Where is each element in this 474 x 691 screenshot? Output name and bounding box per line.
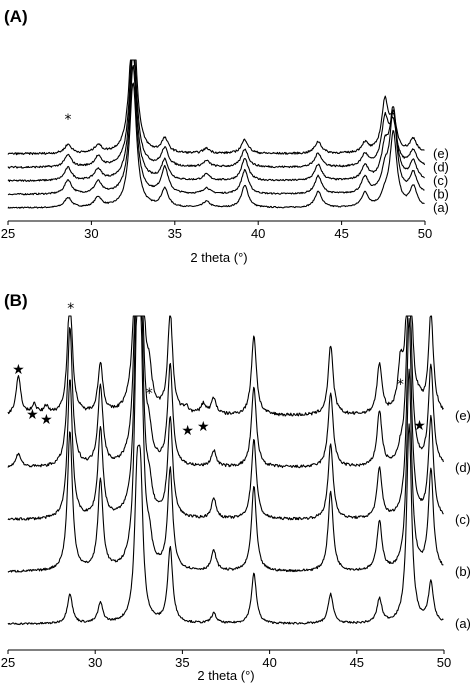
star-marker: ★ bbox=[12, 362, 25, 378]
trace-e bbox=[7, 59, 425, 156]
trace-d bbox=[7, 315, 444, 469]
trace-label: (d) bbox=[455, 460, 471, 475]
panel-b-ticks: 25 30 35 40 45 50 bbox=[1, 650, 451, 670]
x-tick-label: 50 bbox=[418, 226, 432, 241]
asterisk-marker: * bbox=[65, 112, 72, 128]
trace-b bbox=[7, 64, 425, 196]
x-tick-label: 25 bbox=[1, 655, 15, 670]
x-tick-label: 30 bbox=[88, 655, 102, 670]
trace-a bbox=[7, 423, 444, 626]
x-tick-label: 35 bbox=[175, 655, 189, 670]
star-marker: ★ bbox=[197, 419, 210, 435]
panel-a-label: (A) bbox=[4, 7, 28, 26]
asterisk-marker: * bbox=[67, 301, 74, 317]
x-tick-label: 40 bbox=[251, 226, 265, 241]
star-marker: ★ bbox=[181, 423, 194, 439]
x-tick-label: 45 bbox=[350, 655, 364, 670]
trace-label: (e) bbox=[455, 408, 471, 423]
x-tick-label: 35 bbox=[168, 226, 182, 241]
trace-label: (e) bbox=[433, 146, 449, 161]
x-tick-label: 50 bbox=[437, 655, 451, 670]
trace-d bbox=[7, 59, 426, 169]
star-marker: ★ bbox=[413, 418, 426, 434]
star-marker: ★ bbox=[26, 407, 39, 423]
panel-b: (B) (a)(b)(c)(d)(e)★★ ★**★ ★*★ 25 30 35 40 45 5… bbox=[1, 291, 471, 683]
panel-a: (A) (a)(b)(c)(d)(e) * 25 30 35 40 45 50 2 thet… bbox=[1, 7, 449, 265]
trace-label: (b) bbox=[433, 187, 449, 202]
trace-label: (d) bbox=[433, 160, 449, 175]
asterisk-marker: * bbox=[397, 377, 404, 393]
panel-b-label: (B) bbox=[4, 291, 28, 310]
x-tick-label: 30 bbox=[84, 226, 98, 241]
panel-a-traces: (a)(b)(c)(d)(e) * bbox=[7, 59, 449, 215]
x-tick-label: 40 bbox=[262, 655, 276, 670]
panel-a-x-axis-title: 2 theta (°) bbox=[190, 250, 247, 265]
trace-a bbox=[7, 82, 425, 209]
trace-label: (c) bbox=[455, 512, 470, 527]
asterisk-marker: * bbox=[146, 386, 153, 402]
trace-label: (a) bbox=[455, 616, 471, 631]
trace-label: (a) bbox=[433, 200, 449, 215]
panel-a-ticks: 25 30 35 40 45 50 bbox=[1, 221, 432, 241]
x-tick-label: 45 bbox=[334, 226, 348, 241]
trace-label: (b) bbox=[455, 564, 471, 579]
trace-c bbox=[7, 315, 444, 521]
trace-c bbox=[7, 59, 425, 183]
trace-e bbox=[7, 315, 444, 417]
panel-b-traces: (a)(b)(c)(d)(e)★★ ★**★ ★*★ bbox=[7, 301, 471, 631]
trace-b bbox=[7, 315, 444, 573]
trace-label: (c) bbox=[433, 173, 448, 188]
x-tick-label: 25 bbox=[1, 226, 15, 241]
panel-b-x-axis-title: 2 theta (°) bbox=[197, 668, 254, 683]
star-marker: ★ bbox=[40, 412, 53, 428]
